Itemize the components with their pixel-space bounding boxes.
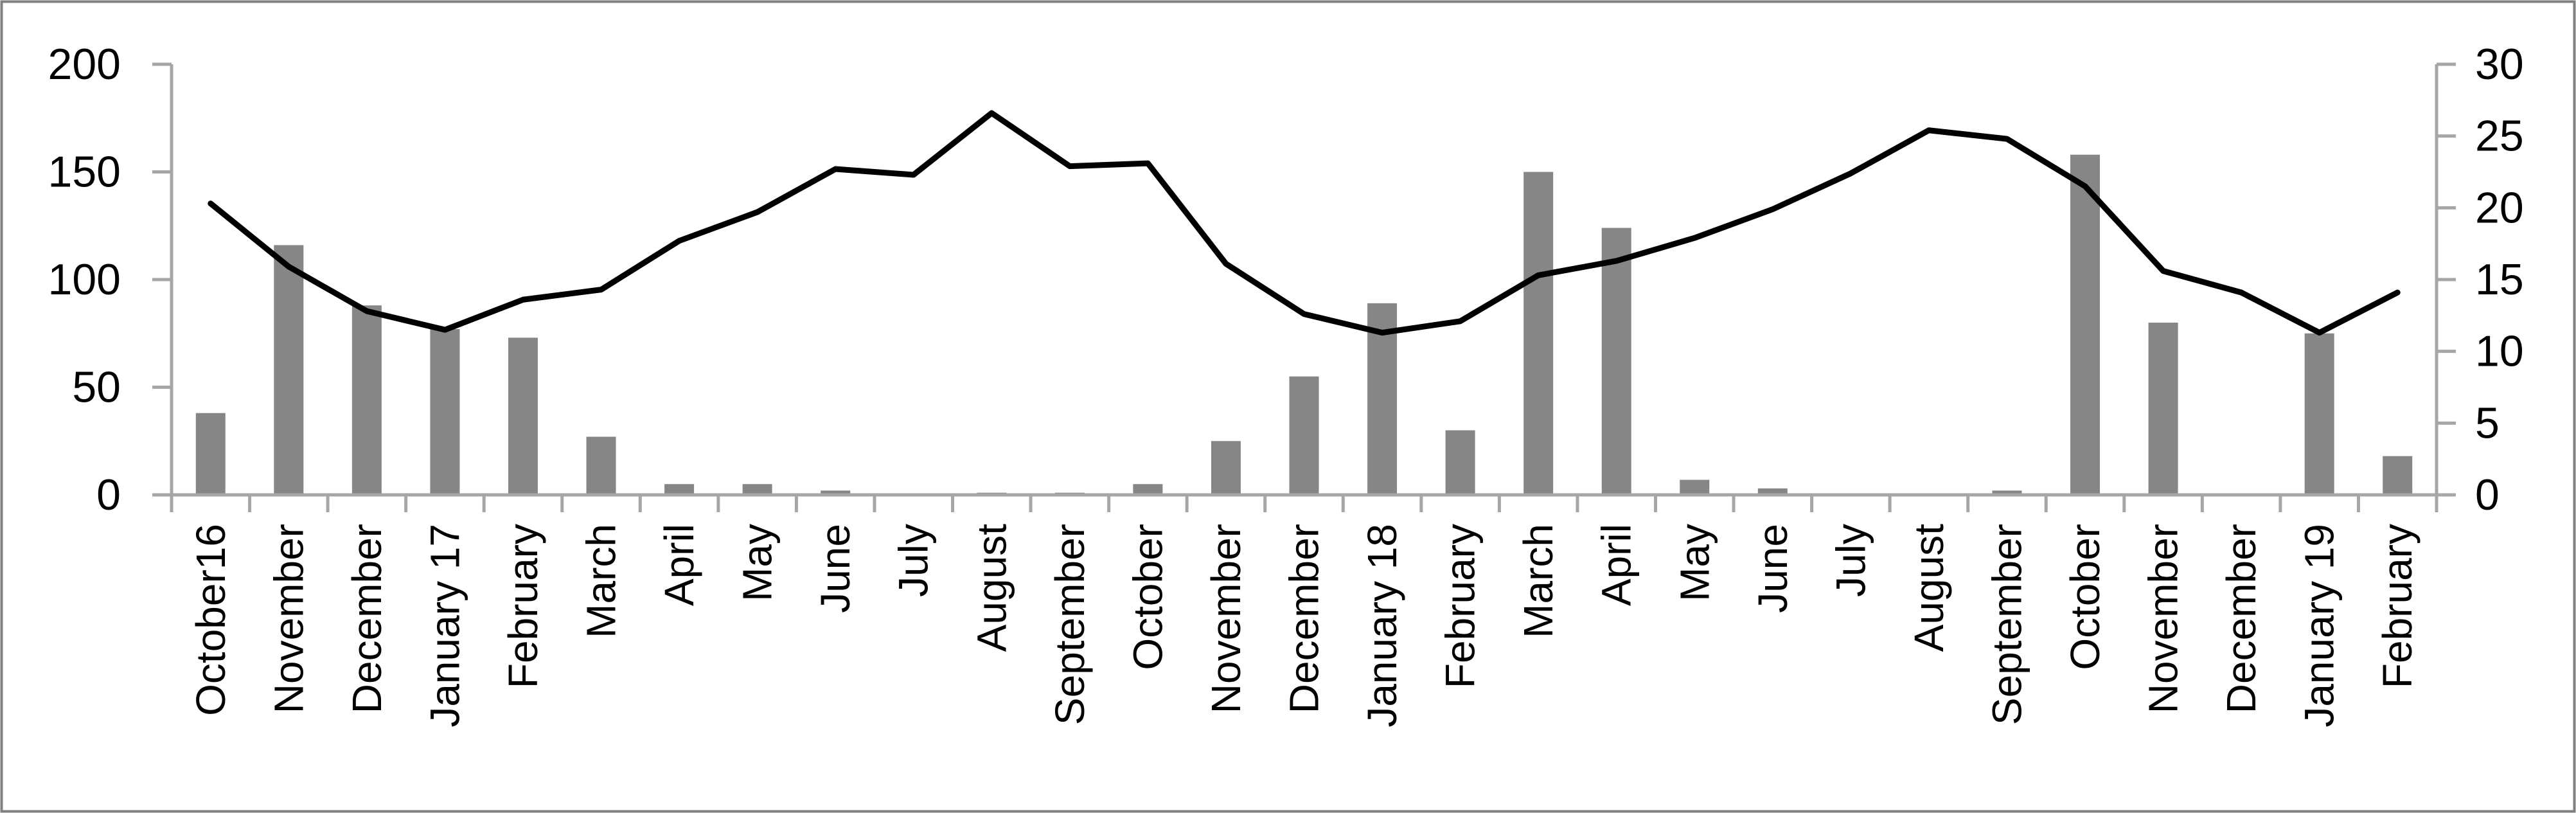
right-axis-label-10: 10 [2475,327,2524,376]
right-axis-label-5: 5 [2475,398,2500,447]
x-axis-label-28-january-19: January 19 [2296,524,2343,728]
x-axis-label-18-march: March [1515,524,1561,638]
left-axis-label-150: 150 [48,148,121,197]
left-axis-label-200: 200 [48,40,121,89]
bar-7-april [664,484,695,495]
bar-17-february [1445,430,1475,495]
right-axis-label-15: 15 [2475,255,2524,304]
x-axis-label-5-february: February [500,524,546,688]
bar-1-october16 [195,413,226,495]
x-axis-label-3-december: December [344,524,390,713]
bar-21-june [1757,488,1788,495]
x-axis-label-4-january-17: January 17 [422,524,468,728]
bar-19-april [1601,228,1631,495]
x-axis-label-25-october: October [2062,524,2108,670]
right-axis-label-30: 30 [2475,40,2524,89]
bar-14-november [1211,441,1241,495]
x-axis-label-10-july: July [891,524,937,597]
x-axis-label-20-may: May [1671,524,1718,602]
left-axis-label-100: 100 [48,255,121,304]
x-axis-label-15-december: December [1281,524,1328,713]
bar-26-november [2148,323,2178,495]
x-axis-label-7-april: April [656,524,702,606]
bar-18-march [1523,172,1554,495]
x-axis-label-26-november: November [2140,524,2187,713]
x-axis-label-8-may: May [734,524,781,602]
left-axis-label-0: 0 [96,470,121,519]
right-axis-label-20: 20 [2475,183,2524,232]
x-axis-label-22-july: July [1827,524,1874,597]
x-axis-label-27-december: December [2218,524,2264,713]
bar-2-november [274,245,304,495]
x-axis-label-16-january-18: January 18 [1359,524,1405,728]
bar-9-june [821,490,851,495]
left-axis-label-50: 50 [72,363,121,412]
x-axis-label-1-october16: October16 [188,524,234,716]
right-axis-label-0: 0 [2475,470,2500,519]
bar-8-may [742,484,772,495]
x-axis-label-11-august: August [968,524,1015,652]
bar-20-may [1680,479,1710,495]
bar-13-october [1133,484,1163,495]
x-axis-label-9-june: June [812,524,858,613]
x-axis-label-21-june: June [1750,524,1796,613]
x-axis-label-12-september: September [1047,524,1093,725]
x-axis-label-23-august: August [1906,524,1952,652]
bar-5-february [508,337,538,495]
bar-25-october [2070,154,2101,495]
bar-4-january-17 [430,329,460,495]
bar-28-january-19 [2304,333,2334,495]
trend-line [208,110,2401,336]
bar-15-december [1289,376,1319,495]
x-axis-label-14-november: November [1203,524,1249,713]
x-axis-label-29-february: February [2374,524,2421,688]
x-axis-label-2-november: November [265,524,312,713]
right-axis-label-25: 25 [2475,112,2524,161]
bar-24-september [1992,490,2022,495]
bar-6-march [586,436,616,495]
bar-29-february [2383,456,2413,495]
x-axis-label-24-september: September [1984,524,2030,725]
x-axis-label-17-february: February [1437,524,1484,688]
x-axis-label-19-april: April [1594,524,1640,606]
x-axis-label-13-october: October [1124,524,1171,670]
x-axis-label-6-march: March [578,524,625,638]
bar-3-december [351,305,382,495]
